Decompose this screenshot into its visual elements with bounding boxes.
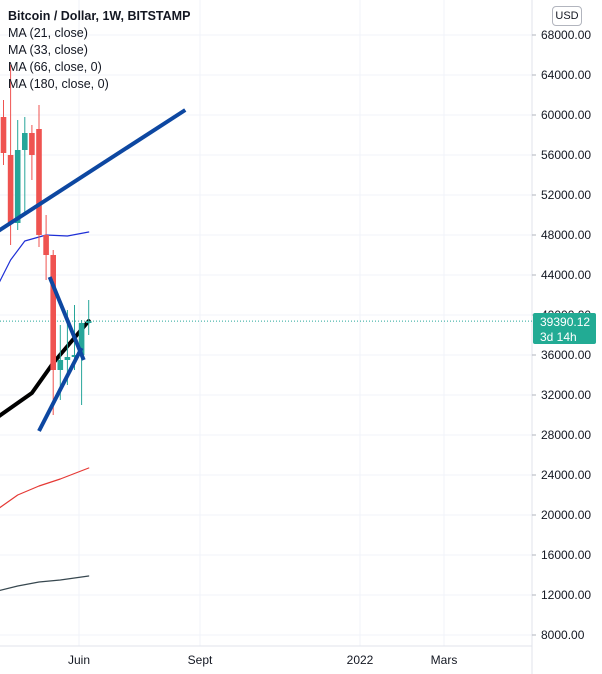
legend-ma-33[interactable]: MA (33, close) <box>8 43 88 57</box>
x-tick-label: Juin <box>68 653 90 667</box>
candle <box>78 320 85 405</box>
candles <box>0 65 92 415</box>
ma-line <box>0 231 90 283</box>
candle-body <box>14 150 21 223</box>
candle-body <box>50 255 56 370</box>
candle-body <box>57 360 64 370</box>
candle-body <box>78 323 85 355</box>
ma-line <box>0 467 90 509</box>
y-tick-label: 24000.00 <box>541 468 591 482</box>
x-tick-label: Sept <box>188 653 213 667</box>
y-tick-label: 68000.00 <box>541 28 591 42</box>
y-tick-label: 16000.00 <box>541 548 591 562</box>
chart-axes <box>0 0 533 674</box>
bar-countdown: 3d 14h <box>540 330 577 344</box>
x-axis-tick-labels: Juin Sept 2022 Mars <box>68 653 457 667</box>
trendline <box>47 276 86 361</box>
y-tick-label: 52000.00 <box>541 188 591 202</box>
y-tick-label: 28000.00 <box>541 428 591 442</box>
y-tick-label: 8000.00 <box>541 628 585 642</box>
candle-body <box>0 117 7 153</box>
candle <box>22 117 28 215</box>
y-tick-label: 56000.00 <box>541 148 591 162</box>
y-tick-label: 12000.00 <box>541 588 591 602</box>
candle <box>36 105 42 247</box>
candle <box>14 120 21 230</box>
candle <box>50 250 56 415</box>
candle-body <box>85 321 92 323</box>
y-tick-label: 20000.00 <box>541 508 591 522</box>
last-price-value: 39390.12 <box>540 315 591 329</box>
x-tick-label: Mars <box>431 653 458 667</box>
candle-body <box>64 357 71 360</box>
y-tick-label: 32000.00 <box>541 388 591 402</box>
candle-body <box>7 155 14 223</box>
trendlines <box>0 108 187 432</box>
candle <box>0 100 7 165</box>
candle <box>43 215 49 280</box>
y-tick-label: 60000.00 <box>541 108 591 122</box>
candle <box>7 65 14 245</box>
symbol-title[interactable]: Bitcoin / Dollar, 1W, BITSTAMP <box>8 9 191 23</box>
candle-body <box>22 133 28 150</box>
chart-legend: Bitcoin / Dollar, 1W, BITSTAMP MA (21, c… <box>8 8 190 93</box>
y-axis-tick-labels: 68000.00 64000.00 60000.00 56000.00 52000.00… <box>532 28 591 642</box>
candle <box>29 125 35 180</box>
candle-body <box>36 129 42 235</box>
trendline <box>37 347 84 432</box>
ma-line <box>0 575 90 591</box>
x-tick-label: 2022 <box>347 653 374 667</box>
moving-averages <box>0 231 91 591</box>
legend-ma-21[interactable]: MA (21, close) <box>8 26 88 40</box>
legend-ma-180[interactable]: MA (180, close, 0) <box>8 77 109 91</box>
candle <box>85 300 92 335</box>
y-tick-label: 64000.00 <box>541 68 591 82</box>
ma-line <box>0 319 91 418</box>
trendline <box>0 108 187 233</box>
y-tick-label: 36000.00 <box>541 348 591 362</box>
candle-body <box>43 235 49 255</box>
currency-button[interactable]: USD <box>552 6 582 26</box>
candle-body <box>29 133 35 155</box>
last-price-tag: 39390.12 3d 14h <box>533 313 596 344</box>
candle-body <box>71 355 78 357</box>
y-tick-label: 44000.00 <box>541 268 591 282</box>
y-tick-label: 48000.00 <box>541 228 591 242</box>
legend-ma-66[interactable]: MA (66, close, 0) <box>8 60 102 74</box>
